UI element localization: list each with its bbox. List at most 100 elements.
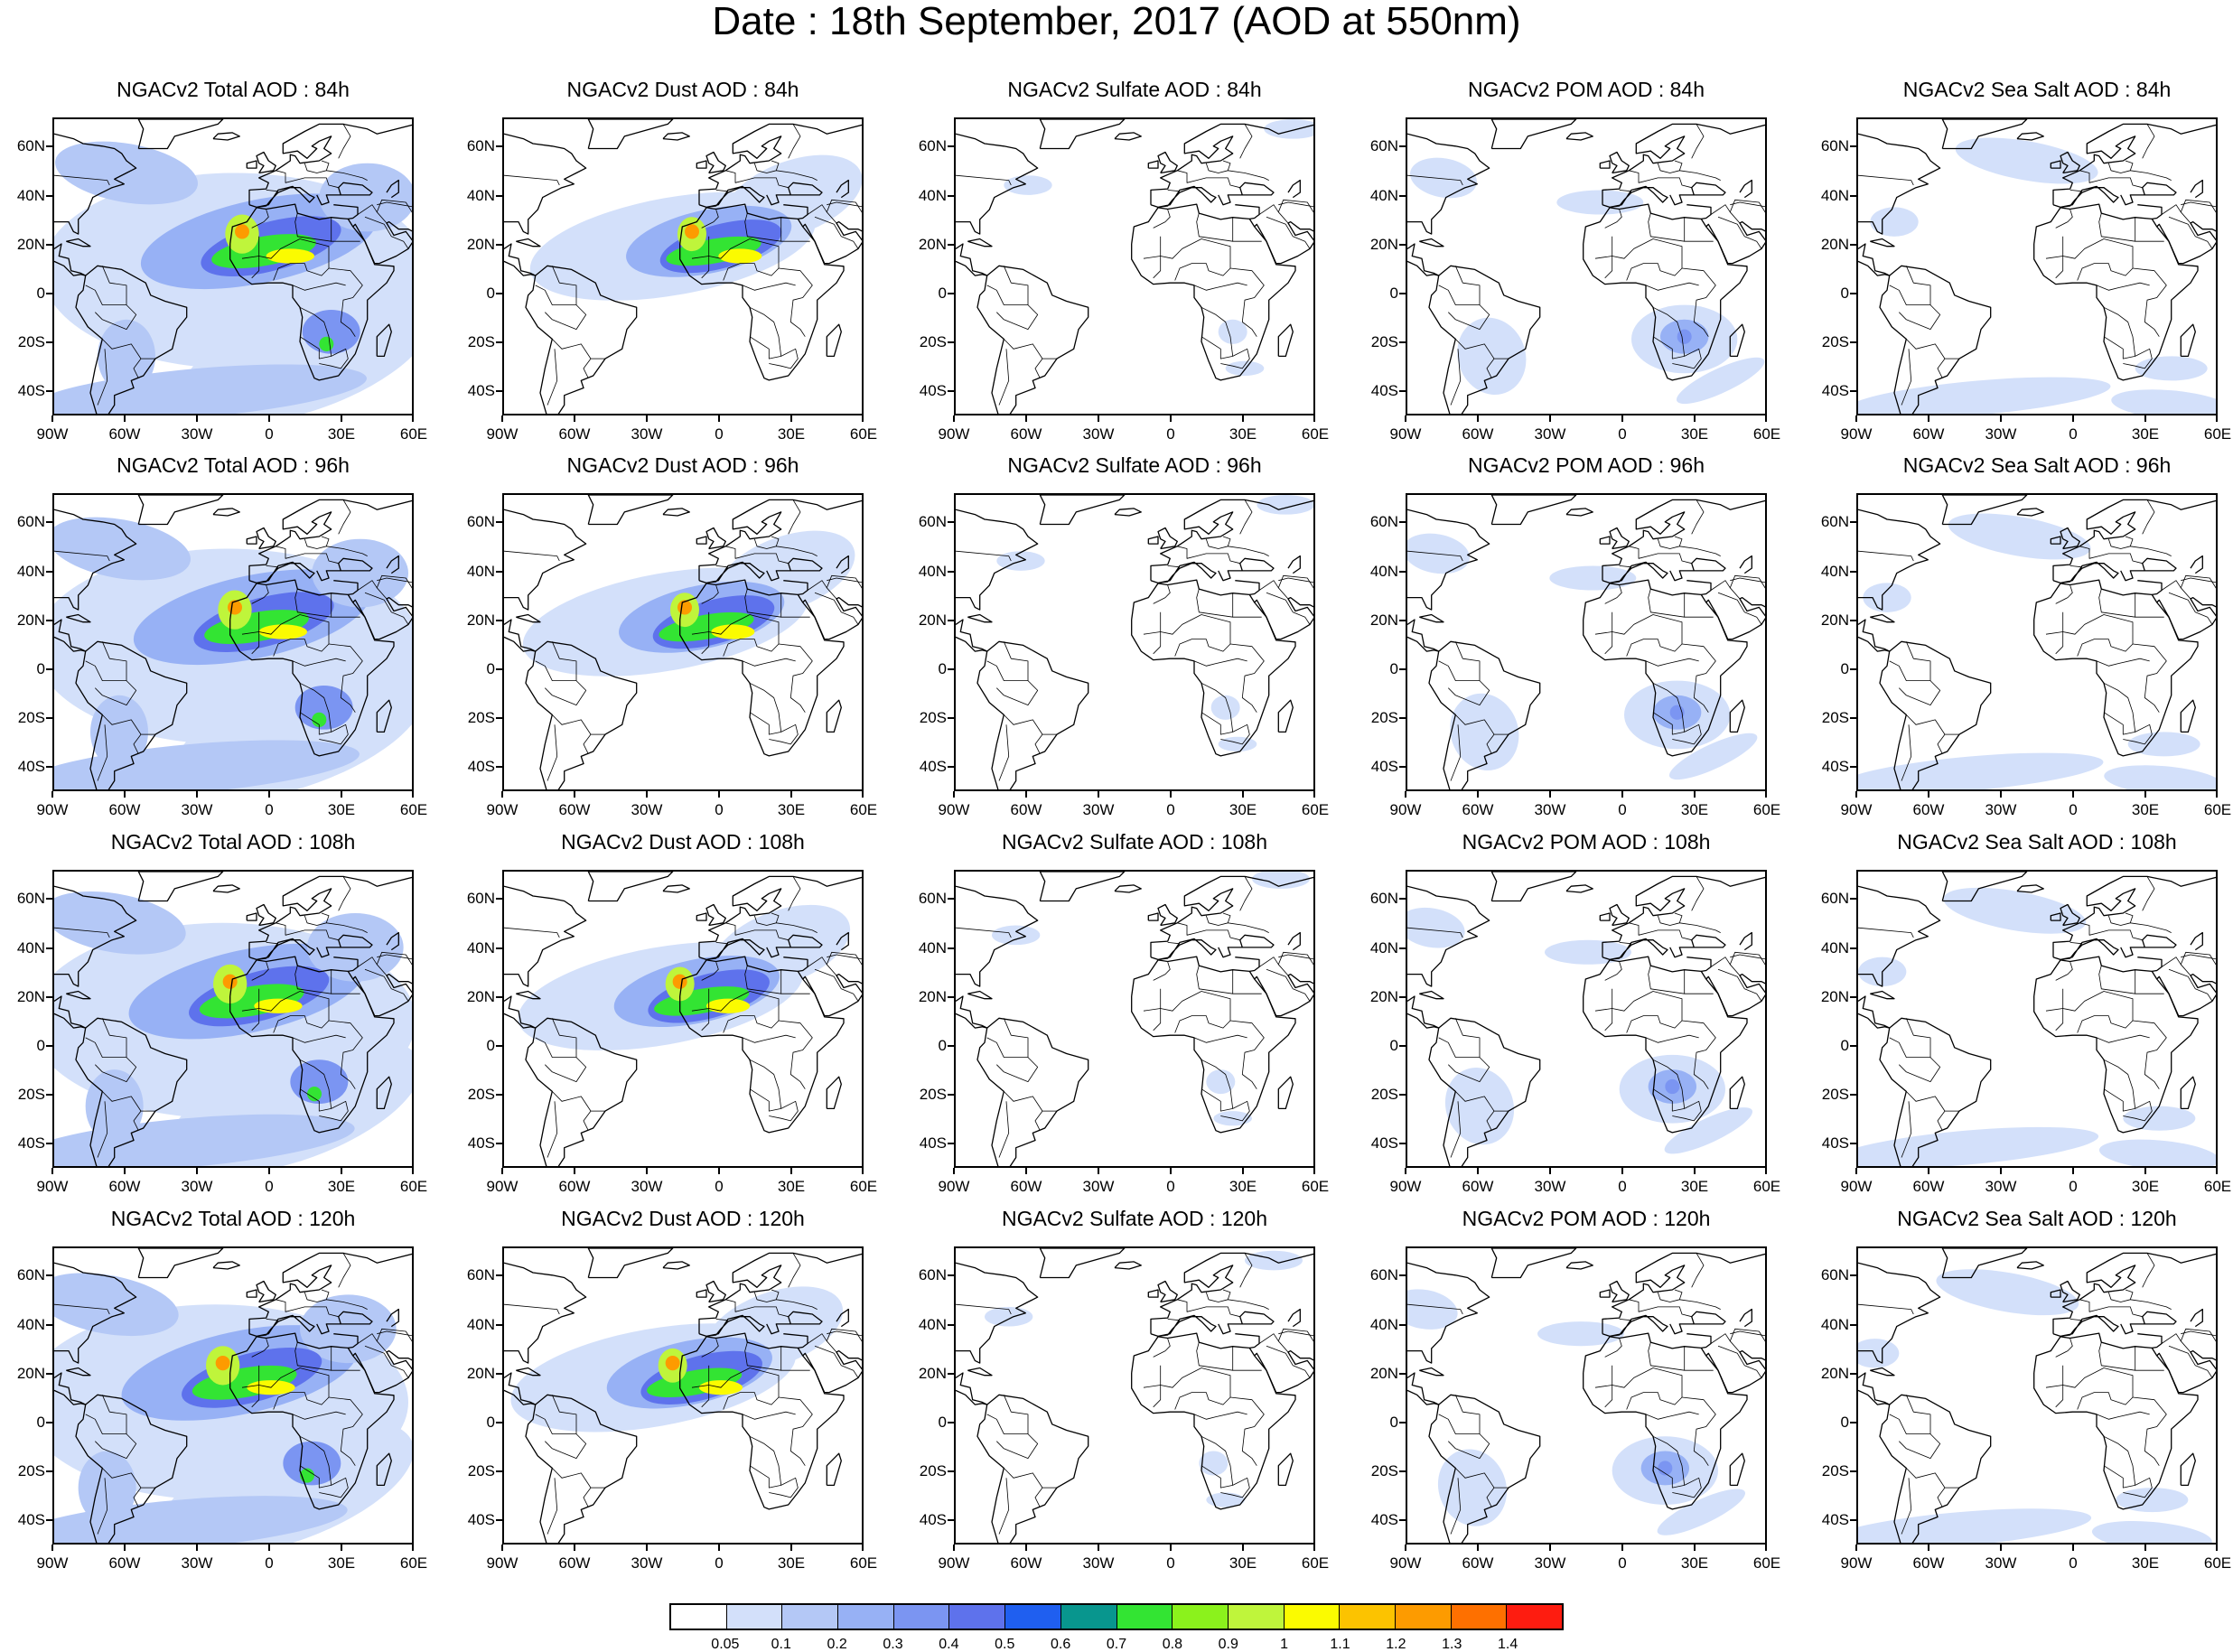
country-border	[776, 546, 818, 556]
country-border	[1901, 1478, 1912, 1535]
country-border	[1604, 209, 1622, 229]
coastline	[1254, 220, 1313, 265]
lon-tick-label: 0	[715, 1554, 724, 1572]
map-panel-pom-96h: NGACv2 POM AOD : 96h 60N 40N 20N 0 20S 40S 90W 6…	[1370, 453, 1780, 817]
coastline	[2156, 596, 2216, 640]
coastline	[1147, 536, 1159, 545]
country-border	[1153, 209, 1171, 229]
coastline	[386, 179, 399, 199]
panel-title: NGACv2 Sea Salt AOD : 120h	[1897, 1207, 2177, 1230]
lon-tick-label: 60W	[1010, 801, 1042, 818]
country-border	[1899, 1057, 1941, 1083]
country-border	[2132, 643, 2167, 713]
lon-tick	[501, 791, 503, 798]
coastline	[1277, 699, 1294, 733]
coastline	[1131, 203, 1296, 381]
map-panel-seasalt-96h: NGACv2 Sea Salt AOD : 96h 60N 40N 20N 0 20S 40…	[1821, 453, 2231, 817]
country-border	[1901, 349, 1912, 406]
country-border	[2098, 965, 2136, 994]
coastline	[826, 323, 842, 358]
aod-plume	[258, 624, 307, 639]
country-border	[1652, 1435, 1686, 1489]
coastline	[1879, 1394, 1992, 1543]
coastline	[956, 243, 988, 276]
coastline	[1490, 495, 1577, 526]
aod-plume	[78, 1451, 136, 1525]
country-border	[2161, 580, 2191, 600]
coastline	[256, 1280, 276, 1303]
lon-tick	[1549, 415, 1551, 422]
aod-plume	[1199, 1451, 1229, 1476]
country-border	[357, 1333, 388, 1353]
aod-plume	[1936, 1269, 2079, 1316]
lon-tick	[1477, 415, 1479, 422]
map-plot-area	[52, 117, 414, 415]
coastline	[587, 1248, 674, 1279]
coastline	[2016, 132, 2044, 141]
map-plot-area	[1856, 870, 2218, 1168]
coastline	[1147, 912, 1159, 921]
coastline	[1407, 885, 1490, 987]
country-border	[1648, 1341, 1686, 1371]
lat-tick	[1850, 341, 1856, 343]
country-border	[85, 1018, 127, 1059]
lat-tick-label: 20S	[17, 708, 45, 726]
coastline	[1407, 1372, 1440, 1405]
country-border	[1717, 216, 1762, 249]
lon-tick	[1928, 1168, 1929, 1174]
coastline	[2052, 499, 2216, 581]
lon-tick	[196, 415, 198, 422]
coastline	[705, 1280, 726, 1303]
lon-tick	[1025, 791, 1027, 798]
country-border	[998, 1478, 1010, 1535]
coastline	[1419, 613, 1444, 623]
coastline	[679, 203, 845, 381]
coastline	[386, 555, 399, 574]
lon-tick-label: 30W	[1985, 1178, 2017, 1195]
coastline	[212, 884, 240, 893]
country-border	[1710, 1333, 1741, 1353]
aod-plume	[1858, 1339, 1900, 1368]
lon-tick	[51, 1545, 53, 1551]
country-border	[266, 942, 279, 945]
lon-tick-label: 60E	[399, 425, 428, 443]
lat-tick-label: 60N	[16, 137, 45, 155]
coastline	[1235, 580, 1260, 596]
lat-tick-label: 40S	[919, 757, 947, 775]
lon-tick-label: 60W	[108, 1554, 141, 1572]
lon-tick-label: 90W	[1840, 425, 1873, 443]
coastline	[1686, 580, 1712, 596]
lat-tick	[948, 341, 954, 343]
colorbar-swatch	[893, 1605, 950, 1629]
coastline	[1407, 619, 1440, 652]
lat-tick	[46, 1470, 52, 1472]
lon-tick-label: 30E	[777, 425, 806, 443]
lat-tick-label: 20N	[1369, 611, 1398, 629]
colorbar-swatch	[726, 1605, 783, 1629]
country-border	[376, 1328, 412, 1342]
lon-tick-label: 30W	[631, 1554, 663, 1572]
country-border	[2096, 1411, 2150, 1420]
coastline	[1858, 243, 1891, 276]
lon-tick-label: 60E	[2203, 1554, 2232, 1572]
country-border	[1619, 1319, 1632, 1321]
country-border	[552, 714, 592, 754]
lon-tick	[574, 1545, 575, 1551]
lon-tick	[1170, 791, 1172, 798]
country-border	[753, 912, 780, 926]
map-plot-area	[954, 493, 1315, 791]
coastline	[1287, 1308, 1301, 1328]
coastline	[316, 557, 373, 582]
lon-tick-label: 60E	[399, 801, 428, 818]
country-border	[1858, 174, 1914, 186]
lon-tick	[2000, 1545, 2002, 1551]
lat-tick-label: 60N	[16, 890, 45, 908]
country-border	[1648, 212, 1686, 242]
country-border	[753, 1289, 780, 1302]
lon-tick-label: 60W	[1462, 1554, 1494, 1572]
lon-tick-label: 30W	[1534, 1554, 1566, 1572]
aod-plume	[1206, 1069, 1236, 1095]
country-border	[2180, 1328, 2216, 1342]
panel-title: NGACv2 Total AOD : 96h	[117, 453, 350, 477]
lat-tick-label: 20S	[467, 708, 495, 726]
